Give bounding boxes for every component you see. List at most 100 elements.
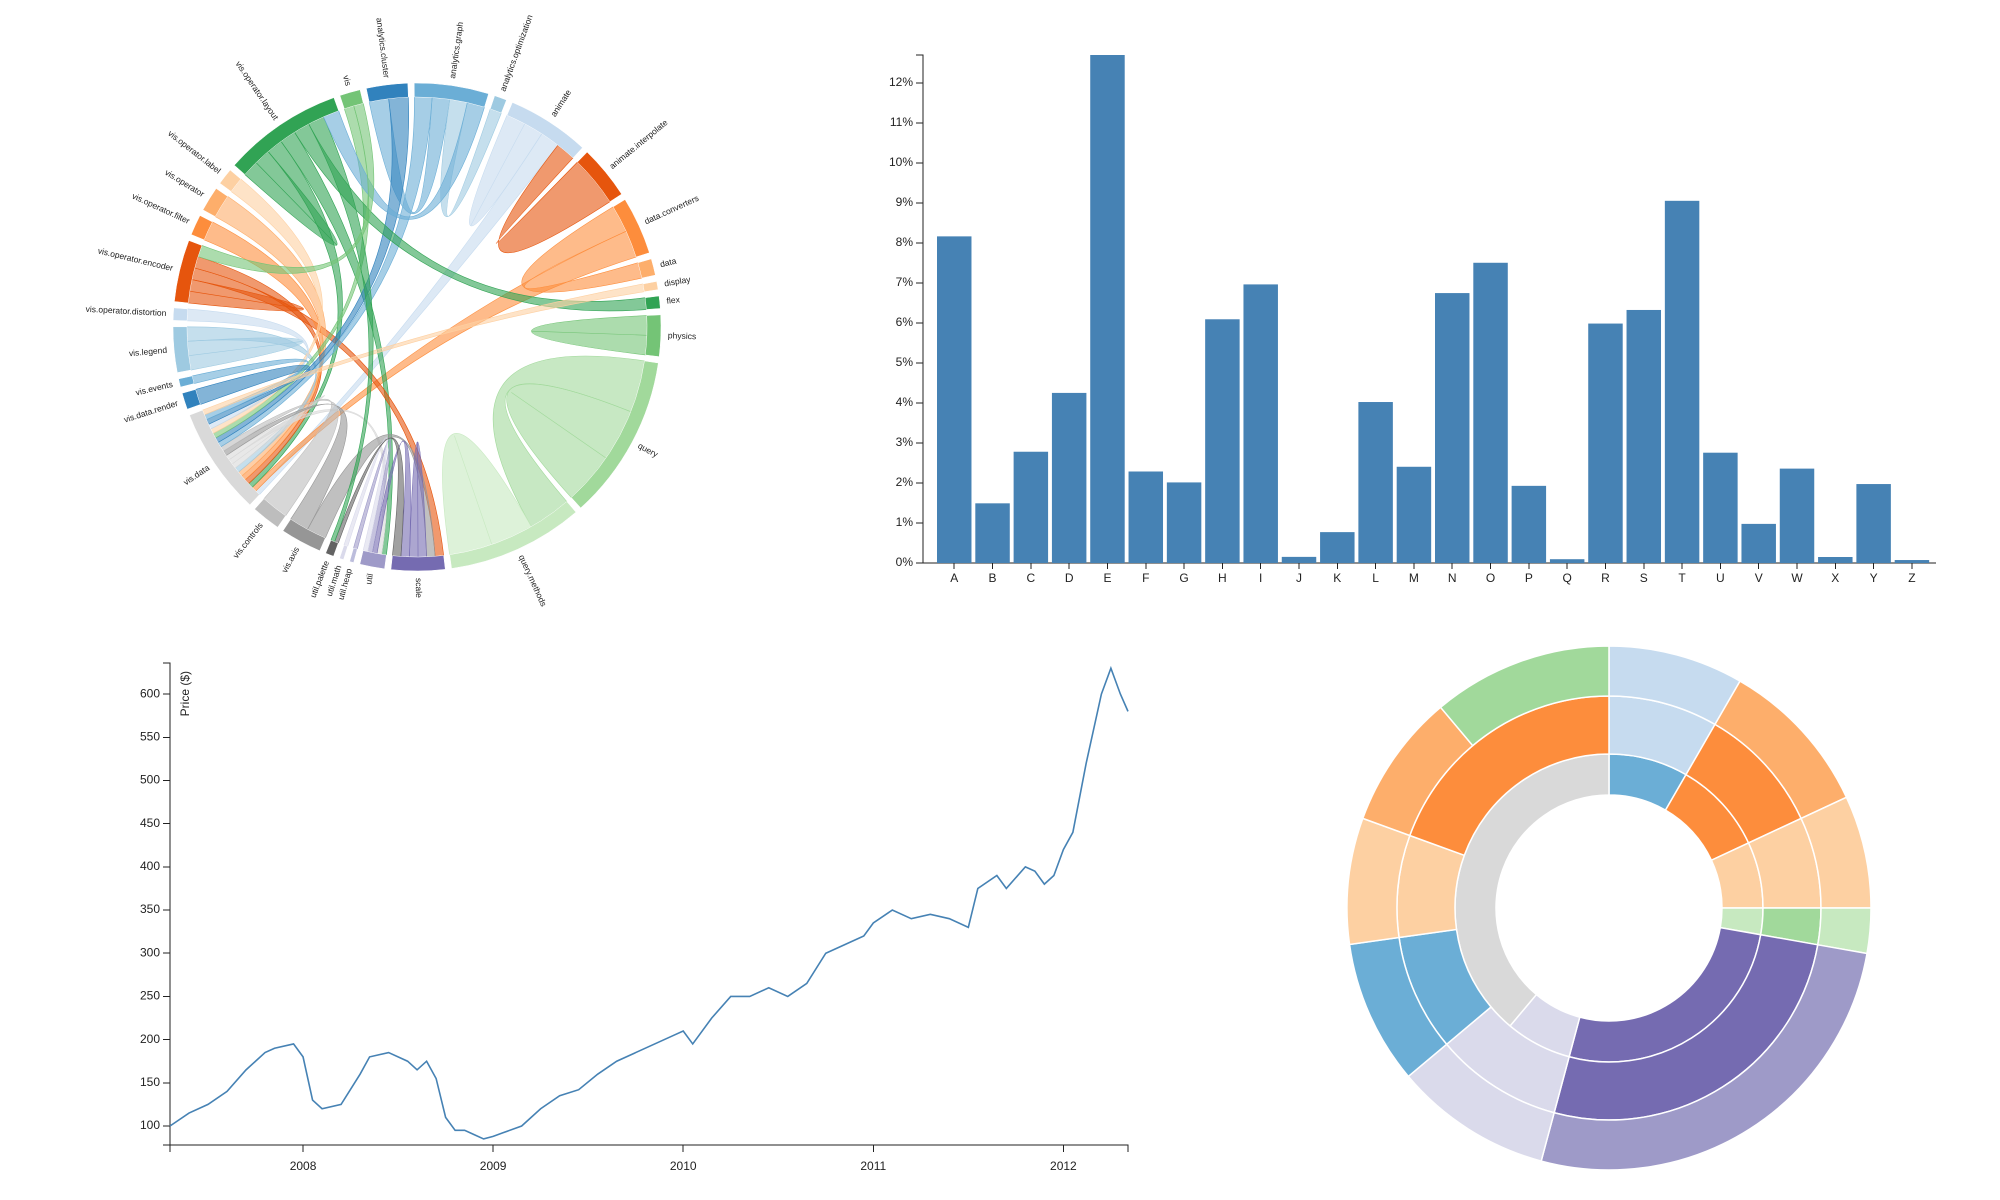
chord-ribbon	[531, 315, 648, 356]
chord-label: vis.controls	[231, 520, 265, 560]
x-axis	[169, 1144, 1129, 1152]
y-tick-label: 550	[140, 729, 160, 743]
chord-arc	[390, 555, 446, 572]
chord-arc	[325, 539, 339, 557]
x-tick-label: 2009	[480, 1159, 507, 1173]
bar	[1856, 484, 1891, 563]
x-tick-label: H	[1218, 571, 1227, 585]
chord-arc	[570, 360, 659, 509]
chord-label: vis.operator.distortion	[85, 304, 166, 318]
chord-label: animate	[548, 87, 573, 118]
x-tick-label: I	[1259, 571, 1262, 585]
x-tick-label: F	[1142, 571, 1149, 585]
bar	[1818, 557, 1853, 563]
chord-label: data.converters	[643, 193, 700, 226]
chord-label: vis.data.render	[123, 398, 180, 425]
x-tick-label: O	[1486, 571, 1495, 585]
chord-label: vis.axis	[279, 545, 301, 574]
chord-arc	[365, 82, 409, 103]
bar	[1396, 466, 1432, 563]
x-tick-label: L	[1372, 571, 1379, 585]
x-tick-label: 2011	[860, 1159, 886, 1173]
x-tick-label: N	[1448, 571, 1457, 585]
chord-ribbon	[495, 144, 611, 254]
x-tick-label: X	[1831, 571, 1839, 585]
chord-label: display	[663, 274, 692, 288]
x-tick-label: C	[1027, 571, 1036, 585]
chord-arc	[449, 501, 577, 569]
bar	[1703, 452, 1738, 563]
chord-label: vis.events	[135, 379, 174, 397]
x-tick-label: A	[950, 571, 958, 585]
bar	[1090, 55, 1125, 563]
chord-arc	[172, 307, 188, 322]
chord-label: analytics.graph	[447, 21, 465, 79]
y-tick-label: 3%	[896, 435, 914, 449]
chord-label: util	[363, 573, 375, 586]
bar	[1128, 471, 1164, 563]
y-tick-label: 350	[140, 902, 160, 916]
chord-arc	[637, 258, 656, 279]
chord-arc	[189, 409, 260, 506]
chord-arc	[174, 240, 203, 304]
chord-arc	[202, 188, 229, 217]
y-tick-label: 10%	[889, 155, 913, 169]
price-line	[169, 665, 1129, 1140]
y-tick-label: 400	[140, 859, 160, 873]
bar	[1281, 556, 1317, 563]
chord-arc	[645, 314, 662, 357]
bar	[1166, 482, 1202, 563]
chord-label: vis.operator	[163, 167, 206, 199]
chord-label: vis	[341, 74, 353, 87]
x-tick-label: R	[1601, 571, 1610, 585]
x-tick-label: 2010	[670, 1159, 697, 1173]
chord-label: data	[659, 256, 678, 270]
y-tick-label: 450	[140, 816, 160, 830]
chord-arc	[489, 95, 507, 114]
y-tick-label: 0%	[896, 555, 914, 569]
chord-label: vis.operator.label	[166, 128, 223, 176]
bar	[1511, 485, 1547, 563]
chord-label: analytics.optimization	[498, 13, 535, 93]
chord-label: flex	[666, 294, 681, 305]
chord-arc	[254, 498, 286, 528]
chord-arc	[181, 389, 201, 410]
x-tick-label: J	[1296, 571, 1302, 585]
chord-ribbons	[186, 96, 648, 558]
y-tick-label: 100	[140, 1118, 160, 1132]
y-axis-label: Price ($)	[178, 671, 192, 716]
chord-arc	[644, 295, 661, 310]
sunburst-segment	[1439, 645, 1610, 747]
y-tick-label: 200	[140, 1032, 160, 1046]
x-tick-label: V	[1755, 571, 1763, 585]
x-tick-label: E	[1103, 571, 1111, 585]
y-tick-label: 150	[140, 1075, 160, 1089]
bar	[1473, 262, 1508, 563]
y-tick-label: 11%	[890, 115, 913, 129]
chord-label: vis.data	[181, 462, 211, 487]
bar	[1741, 523, 1776, 563]
chord-arc	[233, 97, 339, 175]
bar	[1626, 309, 1662, 563]
bar	[1664, 200, 1700, 564]
chord-label: query	[636, 440, 660, 459]
x-tick-label: W	[1791, 571, 1803, 585]
chord-arc	[282, 518, 326, 552]
chord-ribbon	[217, 96, 433, 448]
bar	[1013, 451, 1049, 563]
chord-arc	[413, 82, 489, 108]
chord-arc	[359, 550, 387, 570]
y-tick-label: 600	[140, 686, 160, 700]
y-tick-label: 1%	[896, 515, 914, 529]
x-tick-label: 2012	[1050, 1159, 1077, 1173]
chord-arc	[506, 102, 583, 159]
x-tick-label: G	[1179, 571, 1188, 585]
bar	[1320, 532, 1355, 563]
x-tick-label: M	[1409, 571, 1419, 585]
bar	[937, 236, 972, 563]
chord-label: physics	[668, 330, 697, 341]
chord-label: analytics.cluster	[374, 17, 391, 78]
bar	[1894, 560, 1930, 563]
